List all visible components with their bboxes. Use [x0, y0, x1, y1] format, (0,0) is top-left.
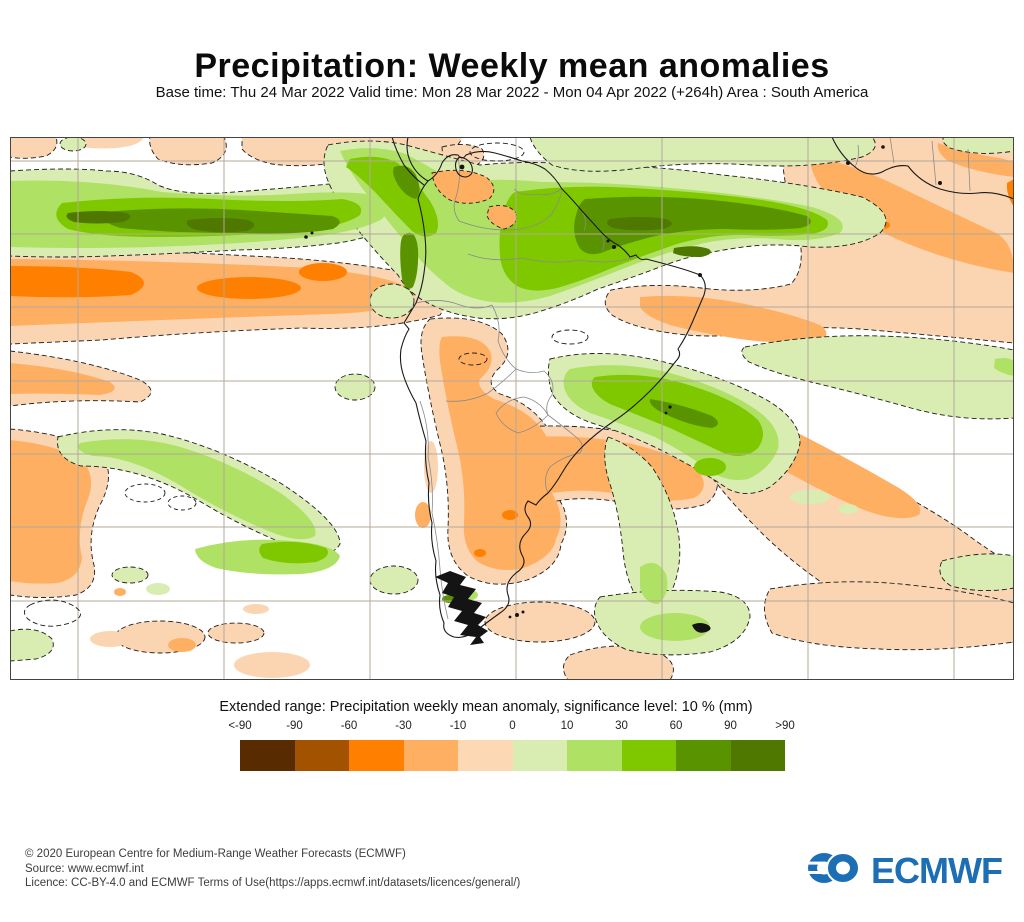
colorbar-swatch [294, 740, 349, 771]
colorbar-swatch [621, 740, 676, 771]
colorbar-swatch [458, 740, 513, 771]
colorbar-tick-label: <-90 [228, 720, 252, 732]
page-title: Precipitation: Weekly mean anomalies [194, 46, 830, 85]
ecmwf-logo: ECMWF [804, 849, 1003, 892]
colorbar-tick-label: 0 [509, 720, 516, 732]
colorbar-tick-label: -60 [340, 720, 358, 732]
colorbar-tick-label: 90 [724, 720, 737, 732]
country-borders [415, 137, 971, 620]
lake-maracaibo [454, 156, 473, 178]
legend-title: Extended range: Precipitation weekly mea… [219, 699, 753, 715]
south-america-coastline [399, 150, 706, 638]
colorbar-swatch [730, 740, 785, 771]
colorbar-swatch [512, 740, 567, 771]
anomaly-fill-venezuela-orange [431, 169, 517, 230]
colorbar-swatch [567, 740, 622, 771]
colorbar-tick-label: >90 [775, 720, 795, 732]
coastlines [391, 137, 1014, 638]
contour-holes [124, 483, 197, 511]
anomaly-fill-strong-orange [10, 179, 1014, 557]
anomaly-fill-darkest-green [66, 211, 711, 257]
anomaly-map [10, 137, 1014, 680]
footer-copyright: © 2020 European Centre for Medium-Range … [25, 848, 406, 860]
colorbar-tick-label: -30 [395, 720, 412, 732]
ecmwf-logo-text: ECMWF [871, 849, 1003, 891]
africa-coastline [831, 137, 1014, 200]
colorbar-swatches [240, 740, 785, 771]
colorbar-swatch [676, 740, 731, 771]
map-frame [10, 137, 1014, 680]
colorbar-tick-label: 10 [560, 720, 574, 732]
colorbar-swatch [240, 740, 295, 771]
colorbar-tick-label: -10 [449, 720, 467, 732]
colorbar-tick-label: 60 [669, 720, 683, 732]
significance-contours [24, 142, 589, 627]
coast-detail-marks [304, 145, 942, 645]
colorbar-labels: <-90 -90 -60 -30 -10 0 10 30 60 90 >90 [228, 720, 794, 735]
anomaly-map-svg [10, 137, 1014, 680]
footer-source: Source: www.ecmwf.int [25, 862, 144, 875]
map-gridlines [10, 137, 1014, 680]
colorbar-tick-label: -90 [286, 720, 303, 732]
colorbar-swatch [403, 740, 458, 771]
page-subtitle: Base time: Thu 24 Mar 2022 Valid time: M… [155, 84, 869, 101]
anomaly-fill-dark-green [103, 165, 811, 603]
colorbar-swatch [349, 740, 404, 771]
colorbar-tick-label: 30 [615, 720, 628, 732]
footer-licence: Licence: CC-BY-4.0 and ECMWF Terms of Us… [25, 877, 521, 889]
footer: © 2020 European Centre for Medium-Range … [25, 847, 520, 891]
ecmwf-interlocking-rings-icon [804, 849, 864, 892]
central-america-coastline [391, 137, 429, 186]
